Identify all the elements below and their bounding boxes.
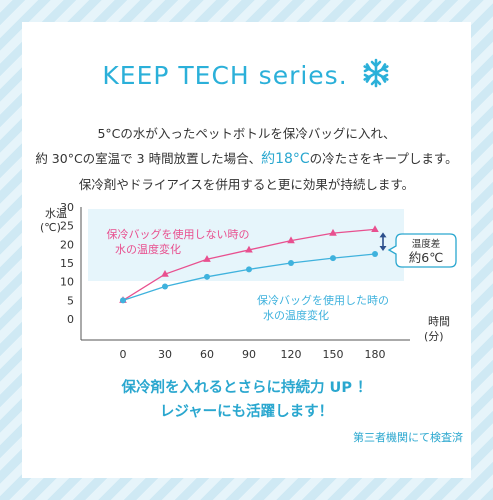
intro-line-2: 約 30°Cの室温で 3 時間放置した場合、約18°Cの冷たさをキープします。 <box>0 146 493 172</box>
x-axis-label-1: 時間 <box>428 315 450 328</box>
y-axis-label-1: 水温 <box>45 207 67 220</box>
inspection-note: 第三者機関にて検査済 <box>353 431 463 444</box>
data-point-without-bag <box>161 270 169 277</box>
difference-arrow-head-up <box>379 232 387 238</box>
y-tick-label: 15 <box>60 257 74 270</box>
x-tick-label: 180 <box>365 348 386 361</box>
y-tick-label: 20 <box>60 238 74 251</box>
data-point-without-bag <box>329 228 337 236</box>
callout-line-1: 温度差 <box>412 238 441 250</box>
series-label-with-bag-2: 水の温度変化 <box>263 308 329 322</box>
x-tick-label: 30 <box>158 348 172 361</box>
x-tick-label: 120 <box>281 348 302 361</box>
x-tick-label: 0 <box>120 348 127 361</box>
snowflake-icon <box>363 58 389 88</box>
y-tick-label: 5 <box>67 294 74 307</box>
callout-line-2: 約6℃ <box>409 250 444 265</box>
brand-title: KEEP TECH series. <box>0 58 493 90</box>
data-point-without-bag <box>371 225 379 232</box>
difference-arrow-head-down <box>379 246 387 252</box>
y-tick-label: 0 <box>67 313 74 326</box>
footer-message: 保冷剤を入れるとさらに持続力 UP ！ レジャーにも活躍します！ <box>0 376 493 424</box>
intro-line-1: 5°Cの水が入ったペットボトルを保冷バッグに入れ、 <box>97 126 396 141</box>
difference-arrow <box>379 232 387 252</box>
data-point-with-bag <box>330 255 336 262</box>
intro-highlight: 約18°C <box>261 151 310 167</box>
data-point-without-bag <box>203 255 211 262</box>
intro-text: 5°Cの水が入ったペットボトルを保冷バッグに入れ、 約 30°Cの室温で 3 時… <box>0 121 493 197</box>
y-axis-label-2: (℃) <box>40 221 61 234</box>
callout-bubble <box>387 233 457 268</box>
intro-line-2-post: の冷たさをキープします。 <box>309 151 458 166</box>
brand-title-text: KEEP TECH series. <box>102 61 348 90</box>
data-point-without-bag <box>287 236 295 244</box>
footer-line-1: 保冷剤を入れるとさらに持続力 UP ！ <box>121 380 372 396</box>
y-tick-label: 30 <box>60 201 74 214</box>
footer-line-2: レジャーにも活躍します！ <box>159 404 334 420</box>
series-label-without-bag-1: 保冷バッグを使用しない時の <box>107 227 250 241</box>
data-point-with-bag <box>162 283 168 290</box>
x-axis-label-2: (分) <box>424 330 444 343</box>
x-tick-label: 60 <box>200 348 214 361</box>
data-point-without-bag <box>245 245 253 253</box>
intro-line-3: 保冷剤やドライアイスを併用すると更に効果が持続します。 <box>78 177 415 192</box>
data-point-with-bag <box>246 266 252 273</box>
chart-band <box>88 209 404 281</box>
y-tick-label: 25 <box>60 220 74 233</box>
data-point-with-bag <box>288 260 294 266</box>
data-point-with-bag <box>120 297 126 304</box>
y-tick-label: 10 <box>60 276 74 289</box>
data-point-with-bag <box>204 273 210 280</box>
difference-callout: 温度差 約6℃ <box>387 233 457 268</box>
x-tick-label: 90 <box>242 348 256 361</box>
intro-line-2-pre: 約 30°Cの室温で 3 時間放置した場合、 <box>35 151 262 166</box>
series-label-without-bag-2: 水の温度変化 <box>115 242 181 256</box>
data-point-with-bag <box>372 251 378 258</box>
series-label-with-bag-1: 保冷バッグを使用した時の <box>257 293 389 307</box>
x-tick-label: 150 <box>323 348 344 361</box>
